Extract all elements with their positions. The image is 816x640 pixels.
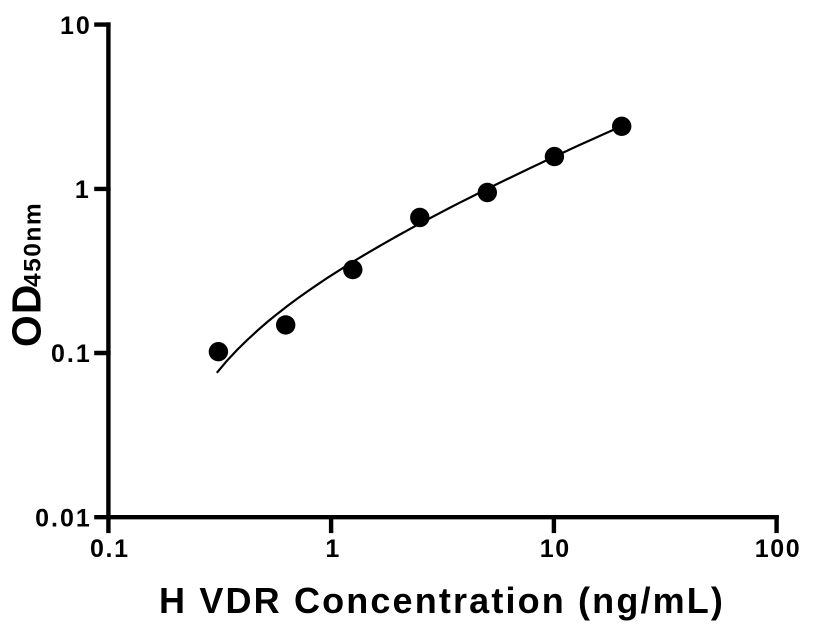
svg-text:H VDR Concentration (ng/mL): H VDR Concentration (ng/mL) [159, 580, 725, 621]
svg-text:10: 10 [60, 12, 92, 40]
svg-text:10: 10 [540, 535, 571, 563]
svg-text:450nm: 450nm [20, 202, 47, 287]
svg-text:1: 1 [325, 535, 339, 563]
svg-text:OD: OD [4, 283, 50, 347]
svg-text:100: 100 [755, 535, 802, 563]
svg-text:0.1: 0.1 [51, 340, 92, 368]
svg-text:1: 1 [75, 176, 89, 204]
svg-text:0.1: 0.1 [90, 535, 130, 563]
svg-text:0.01: 0.01 [35, 504, 92, 532]
